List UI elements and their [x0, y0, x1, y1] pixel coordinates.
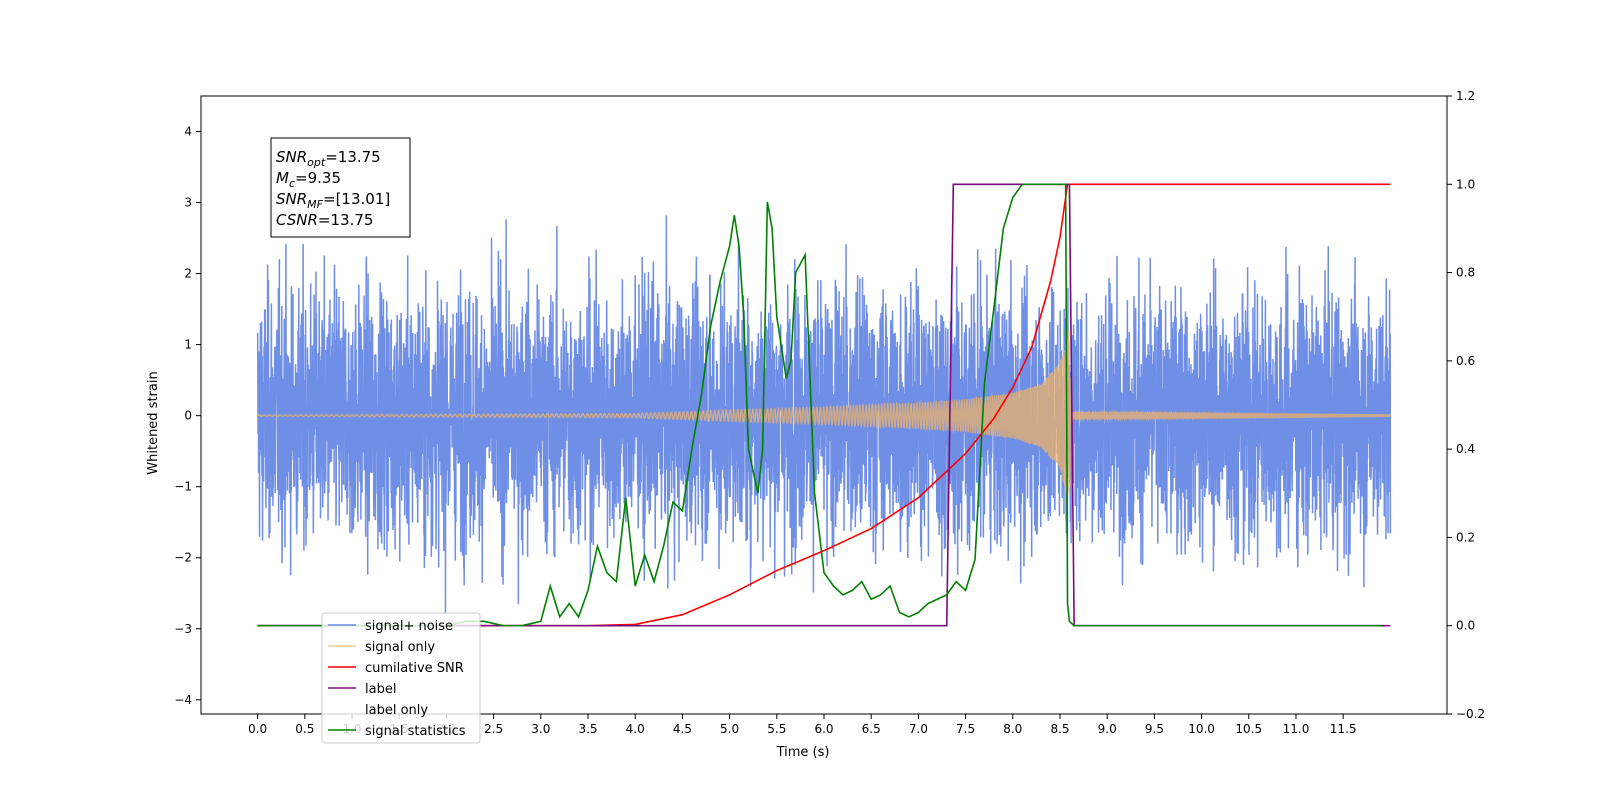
- y-tick-label: 3: [184, 196, 192, 210]
- x-tick-label: 11.0: [1283, 722, 1310, 736]
- y-tick-label: −2: [174, 551, 192, 565]
- y-tick-label: 2: [184, 267, 192, 281]
- y2-tick-label: −0.2: [1456, 707, 1485, 721]
- x-tick-label: 6.0: [814, 722, 833, 736]
- y2-tick-label: 0.4: [1456, 442, 1475, 456]
- series-line-cumilative-snr: [257, 183, 1391, 627]
- y-tick-label: −3: [174, 622, 192, 636]
- x-tick-label: 11.5: [1330, 722, 1357, 736]
- x-tick-label: 7.0: [909, 722, 928, 736]
- x-tick-label: 5.0: [720, 722, 739, 736]
- legend-label: label: [365, 682, 396, 697]
- legend-label: label only: [365, 703, 428, 718]
- x-tick-label: 6.5: [862, 722, 881, 736]
- y2-tick-label: 1.2: [1456, 89, 1475, 103]
- x-tick-label: 2.5: [484, 722, 503, 736]
- series-line-signal-statistics: [257, 183, 1381, 627]
- y-axis-label: Whitened strain: [146, 371, 161, 474]
- annotation-line: Mc=9.35: [276, 169, 341, 190]
- legend-box: [321, 612, 481, 744]
- x-tick-label: 8.0: [1003, 722, 1022, 736]
- y2-tick-label: 1.0: [1456, 177, 1475, 191]
- x-tick-label: 4.0: [626, 722, 645, 736]
- x-tick-label: 10.5: [1235, 722, 1262, 736]
- x-tick-label: 7.5: [956, 722, 975, 736]
- x-tick-label: 9.0: [1098, 722, 1117, 736]
- x-tick-label: 9.5: [1145, 722, 1164, 736]
- y-tick-label: 1: [184, 338, 192, 352]
- annotation-box: [270, 137, 411, 238]
- y-tick-label: −4: [174, 693, 192, 707]
- x-tick-label: 3.0: [531, 722, 550, 736]
- legend-label: signal statistics: [365, 724, 466, 739]
- y2-tick-label: 0.6: [1456, 354, 1475, 368]
- annotation-line: SNRMF=[13.01]: [276, 190, 390, 211]
- legend-label: signal+ noise: [365, 619, 453, 634]
- y-tick-label: −1: [174, 480, 192, 494]
- x-tick-label: 0.0: [248, 722, 267, 736]
- x-tick-label: 3.5: [578, 722, 597, 736]
- series-line-signal-only: [257, 330, 1392, 497]
- x-tick-label: 8.5: [1050, 722, 1069, 736]
- plot-series-layer: [256, 183, 1392, 627]
- x-tick-label: 0.5: [295, 722, 314, 736]
- annotation-line: SNRopt=13.75: [276, 148, 381, 169]
- y2-tick-label: 0.8: [1456, 266, 1475, 280]
- legend-label: signal only: [365, 640, 435, 655]
- x-tick-label: 4.5: [673, 722, 692, 736]
- annotation-line: CSNR=13.75: [276, 211, 373, 229]
- series-line-signal-noise: [256, 215, 1392, 614]
- y2-tick-label: 0.0: [1456, 619, 1475, 633]
- legend-label: cumilative SNR: [365, 661, 464, 676]
- y-tick-label: 4: [184, 125, 192, 139]
- legend-layer: signal+ noise signal only cumilative SNR la…: [321, 612, 481, 744]
- x-tick-label: 10.0: [1188, 722, 1215, 736]
- x-tick-label: 5.5: [767, 722, 786, 736]
- x-axis-label: Time (s): [776, 745, 830, 760]
- y2-tick-label: 0.2: [1456, 530, 1475, 544]
- y-tick-label: 0: [184, 409, 192, 423]
- annotation-layer: SNRopt=13.75Mc=9.35SNRMF=[13.01]CSNR=13.…: [270, 137, 411, 238]
